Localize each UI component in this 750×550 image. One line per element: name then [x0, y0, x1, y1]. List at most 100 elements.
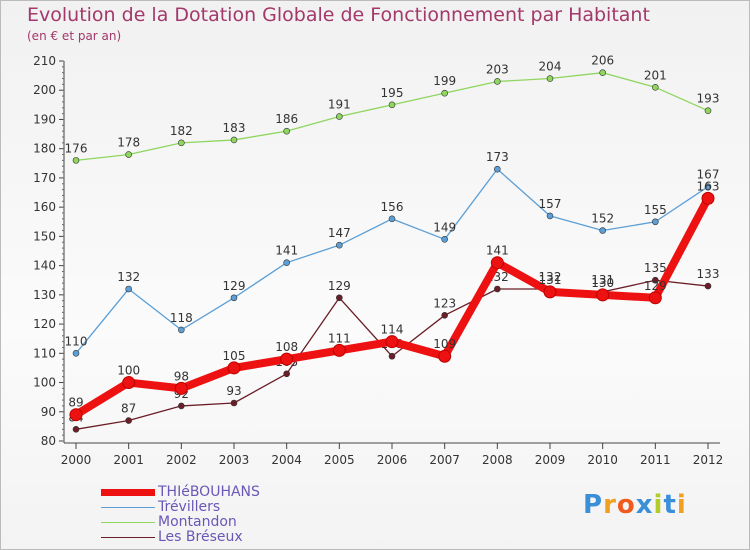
- data-label-les-breseux: 123: [433, 296, 456, 310]
- y-axis-dot: [63, 300, 64, 302]
- y-axis-dot: [63, 72, 64, 74]
- data-point-thiebouhans: [69, 408, 83, 422]
- x-tick-label: 2001: [113, 453, 144, 467]
- data-point-thiebouhans: [701, 191, 715, 205]
- legend-swatch-trevillers: [101, 507, 155, 508]
- chart-title: Evolution de la Dotation Globale de Fonc…: [27, 4, 650, 26]
- data-label-trevillers: 147: [328, 226, 351, 240]
- legend-item-thiebouhans: THIéBOUHANS: [101, 485, 260, 500]
- y-axis-dot: [63, 60, 64, 62]
- x-tick-label: 2010: [587, 453, 618, 467]
- data-label-thiebouhans: 130: [591, 276, 614, 290]
- y-axis-dot: [63, 206, 64, 208]
- y-tick-label: 150: [33, 229, 56, 243]
- data-point-thiebouhans: [122, 376, 136, 390]
- data-point-les-breseux: [283, 370, 290, 378]
- legend-item-montandon: Montandon: [101, 515, 260, 530]
- y-axis-dot: [63, 358, 64, 360]
- data-label-thiebouhans: 114: [381, 323, 404, 337]
- y-axis-dot: [63, 194, 64, 196]
- data-point-montandon: [72, 157, 80, 164]
- legend-label-montandon: Montandon: [158, 514, 237, 530]
- data-point-thiebouhans: [543, 285, 557, 299]
- data-point-les-breseux: [388, 352, 396, 360]
- data-point-montandon: [125, 151, 132, 158]
- y-axis-dot: [63, 417, 64, 419]
- y-axis-dot: [63, 95, 64, 97]
- y-axis-dot: [63, 118, 64, 120]
- x-tick-label: 2000: [61, 453, 92, 467]
- data-point-les-breseux: [704, 282, 712, 290]
- data-point-trevillers: [704, 183, 712, 190]
- data-label-montandon: 183: [223, 121, 246, 135]
- data-label-trevillers: 118: [170, 311, 193, 325]
- y-axis-dot: [63, 335, 64, 337]
- data-point-montandon: [336, 113, 343, 120]
- data-point-trevillers: [494, 165, 501, 173]
- data-label-thiebouhans: 108: [275, 340, 298, 354]
- data-label-montandon: 193: [697, 92, 720, 106]
- data-point-les-breseux: [72, 426, 80, 433]
- y-tick-label: 110: [33, 346, 56, 360]
- data-label-thiebouhans: 111: [328, 331, 351, 345]
- x-tick-label: 2011: [640, 453, 671, 467]
- data-label-montandon: 199: [433, 74, 456, 88]
- data-label-trevillers: 152: [591, 212, 614, 226]
- x-tick-label: 2002: [166, 453, 197, 467]
- y-axis-dot: [63, 341, 64, 343]
- legend-label-les-breseux: Les Bréseux: [158, 529, 243, 545]
- chart-legend: THIéBOUHANS Trévillers Montandon Les Bré…: [101, 485, 260, 545]
- data-point-trevillers: [336, 241, 343, 249]
- legend-swatch-montandon: [101, 522, 155, 523]
- data-point-thiebouhans: [174, 381, 188, 395]
- y-tick-label: 140: [33, 259, 56, 273]
- data-label-montandon: 176: [65, 141, 88, 155]
- data-point-trevillers: [283, 259, 290, 266]
- y-tick-label: 130: [33, 288, 56, 302]
- y-axis-dot: [63, 154, 64, 156]
- y-tick-label: 170: [33, 171, 56, 185]
- data-label-montandon: 191: [328, 98, 351, 112]
- y-tick-label: 200: [33, 83, 56, 97]
- y-axis-dot: [63, 200, 64, 202]
- y-axis-dot: [63, 83, 64, 85]
- chart-subtitle: (en € et par an): [27, 29, 122, 43]
- y-tick-label: 190: [33, 112, 56, 126]
- logo-letter: i: [676, 490, 687, 520]
- x-tick-label: 2009: [535, 453, 566, 467]
- y-tick-label: 100: [33, 376, 56, 390]
- data-label-les-breseux: 93: [226, 384, 241, 398]
- data-label-thiebouhans: 109: [433, 337, 456, 351]
- y-axis-dot: [63, 107, 64, 109]
- y-axis-dot: [63, 66, 64, 68]
- y-axis-dot: [63, 142, 64, 144]
- data-label-trevillers: 157: [539, 197, 562, 211]
- y-axis-dot: [63, 265, 64, 267]
- data-label-thiebouhans: 163: [697, 179, 720, 193]
- y-axis-dot: [63, 113, 64, 115]
- y-axis-dot: [63, 224, 64, 226]
- data-label-montandon: 186: [275, 112, 298, 126]
- y-axis-dot: [63, 253, 64, 255]
- data-point-thiebouhans: [385, 335, 399, 349]
- y-axis-dot: [63, 382, 64, 384]
- y-axis-dot: [63, 405, 64, 407]
- data-point-les-breseux: [230, 399, 238, 407]
- data-label-trevillers: 156: [381, 200, 404, 214]
- y-axis-dot: [63, 376, 64, 378]
- data-point-trevillers: [125, 285, 132, 293]
- y-tick-label: 180: [33, 142, 56, 156]
- logo-letter: t: [663, 490, 677, 520]
- y-axis-dot: [63, 364, 64, 366]
- y-axis-dot: [63, 306, 64, 308]
- data-label-thiebouhans: 131: [539, 273, 562, 287]
- data-label-montandon: 178: [117, 136, 140, 150]
- data-point-montandon: [494, 78, 501, 85]
- x-tick-label: 2008: [482, 453, 513, 467]
- data-label-montandon: 204: [539, 60, 562, 74]
- x-tick-label: 2005: [324, 453, 355, 467]
- data-point-thiebouhans: [227, 361, 241, 375]
- y-axis-dot: [63, 247, 64, 249]
- y-axis-dot: [63, 171, 64, 173]
- y-axis-dot: [63, 235, 64, 237]
